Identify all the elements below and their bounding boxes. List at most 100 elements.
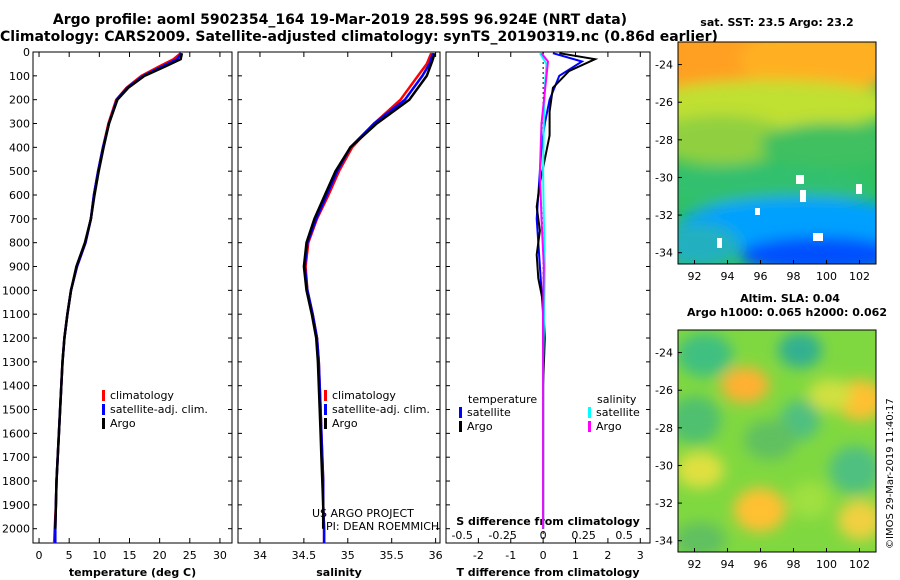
legend-swatch (588, 407, 591, 418)
chart-title-line2: Climatology: CARS2009. Satellite-adjuste… (0, 29, 718, 45)
map-x-tick-label: 102 (849, 558, 870, 571)
map-y-tick-label: -26 (655, 384, 673, 397)
x-tick-label: 35 (341, 549, 355, 562)
sst-map-title: sat. SST: 23.5 Argo: 23.2 (700, 16, 853, 29)
legend-label: satellite (596, 406, 640, 419)
map-y-tick-label: -28 (655, 422, 673, 435)
legend-label: Argo (332, 417, 358, 430)
map-y-tick-label: -32 (655, 209, 673, 222)
series-line-argo (54, 52, 184, 529)
sst-cloud-mask (755, 208, 760, 215)
legend-label: Argo (467, 420, 493, 433)
x-tick-label: 15 (122, 549, 136, 562)
series-line-argo (302, 52, 436, 529)
x-tick-label: 34 (253, 549, 267, 562)
salinity-panel: 34 34.5 35 35.5 36 salinity climatologysatelli… (237, 51, 443, 579)
y-tick-label: 1500 (2, 404, 30, 417)
map-x-tick-label: 98 (787, 558, 801, 571)
y-tick-label: 800 (9, 237, 30, 250)
legend-swatch (324, 404, 327, 415)
x-tick-label: 0 (36, 549, 43, 562)
legend-title: salinity (597, 393, 637, 406)
x-tick-label: 25 (183, 549, 197, 562)
y-tick-label: 300 (9, 118, 30, 131)
legend-swatch (324, 390, 327, 401)
legend-label: Argo (596, 420, 622, 433)
legend-label: climatology (110, 389, 174, 402)
series-line-s-argo (538, 52, 550, 529)
y-tick-label: 1000 (2, 284, 30, 297)
x-tick-label: 3 (637, 549, 644, 562)
x-tick-label: 2 (604, 549, 611, 562)
y-tick-label: 900 (9, 261, 30, 274)
legend-swatch (102, 404, 105, 415)
x-tick-label: 0 (540, 549, 547, 562)
series-line-climatology (52, 52, 182, 544)
y-tick-label: 100 (9, 70, 30, 83)
temperature-panel: 0100200300400500600700800900100011001200… (2, 46, 233, 579)
legend-swatch (459, 421, 462, 432)
x-tick-label: 35.5 (379, 549, 404, 562)
sla-map-panel: Altim. SLA: 0.04 Argo h1000: 0.065 h2000… (655, 292, 887, 571)
plot-frame (445, 51, 651, 544)
map-y-tick-label: -34 (655, 535, 673, 548)
y-tick-label: 400 (9, 141, 30, 154)
y-tick-label: 1800 (2, 475, 30, 488)
legend-title: temperature (468, 393, 537, 406)
difference-panel: -2 -1 0 1 2 3 T difference from climatology -0.… (445, 51, 651, 579)
map-x-tick-label: 96 (754, 270, 768, 283)
map-y-tick-label: -34 (655, 247, 673, 260)
map-x-tick-label: 98 (787, 270, 801, 283)
series-line-satellite-adj-clim- (303, 52, 435, 543)
s-tick-label: 0.5 (615, 529, 633, 542)
legend-swatch (102, 418, 105, 429)
imos-timestamp: ©IMOS 29-Mar-2019 11:40:17 (885, 398, 896, 549)
legend-label: satellite-adj. clim. (110, 403, 208, 416)
s-tick-label: -0.25 (488, 529, 516, 542)
map-y-tick-label: -26 (655, 96, 673, 109)
x-axis-label: salinity (316, 566, 362, 579)
map-y-tick-label: -30 (655, 459, 673, 472)
sst-cloud-mask (856, 184, 862, 194)
plot-frame (32, 51, 233, 544)
sla-map-axes: 92 94 96 98 100 102 -24 -26 -28 -30 -32 -34 (655, 347, 870, 571)
s-tick-label: 0 (540, 529, 547, 542)
sst-map-axes: 92 94 96 98 100 102 -24 -26 -28 -30 -32 -34 (655, 59, 870, 283)
sst-cloud-mask (796, 175, 804, 184)
x-tick-label: -2 (473, 549, 484, 562)
legend-swatch (459, 407, 462, 418)
legend-label: climatology (332, 389, 396, 402)
y-tick-label: 1400 (2, 380, 30, 393)
y-tick-label: 1100 (2, 308, 30, 321)
y-tick-label: 0 (23, 46, 30, 59)
pi-label: PI: DEAN ROEMMICH (326, 520, 439, 533)
map-x-tick-label: 102 (849, 270, 870, 283)
x-tick-label: 30 (213, 549, 227, 562)
sla-map-subtitle: Argo h1000: 0.065 h2000: 0.062 (687, 306, 887, 319)
y-tick-label: 500 (9, 165, 30, 178)
legend-swatch (324, 418, 327, 429)
sst-map-frame (677, 41, 877, 265)
map-y-tick-label: -28 (655, 134, 673, 147)
chart-title-line1: Argo profile: aoml 5902354_164 19-Mar-20… (52, 12, 628, 28)
y-tick-label: 2000 (2, 523, 30, 536)
sst-cloud-mask (717, 238, 722, 248)
s-tick-label: -0.5 (451, 529, 472, 542)
map-x-tick-label: 96 (754, 558, 768, 571)
sst-map-panel: sat. SST: 23.5 Argo: 23.2 92 94 96 98 100 (655, 16, 877, 283)
y-tick-label: 1200 (2, 332, 30, 345)
map-x-tick-label: 100 (816, 558, 837, 571)
x-tick-label: 10 (92, 549, 106, 562)
sst-cloud-mask (813, 233, 823, 241)
map-y-tick-label: -30 (655, 171, 673, 184)
x-tick-label: 5 (66, 549, 73, 562)
series-line-satellite-adj-clim- (54, 52, 183, 543)
x-tick-label: 34.5 (292, 549, 317, 562)
s-axis-label: S difference from climatology (456, 515, 640, 528)
map-y-tick-label: -24 (655, 59, 673, 72)
map-y-tick-label: -32 (655, 497, 673, 510)
map-x-tick-label: 94 (721, 270, 735, 283)
y-tick-label: 1700 (2, 451, 30, 464)
y-tick-label: 200 (9, 94, 30, 107)
sla-field (678, 332, 876, 552)
